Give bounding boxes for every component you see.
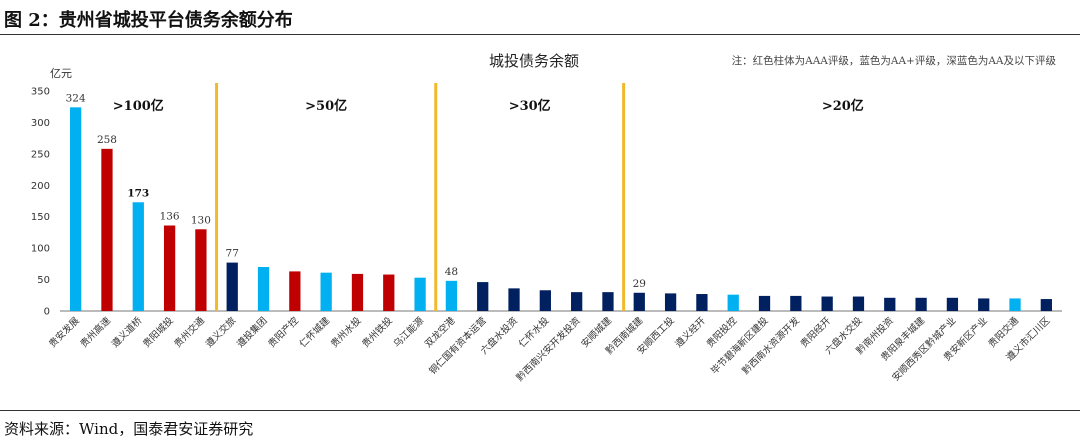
y-tick-label: 300 [31,118,50,129]
value-label: 136 [160,211,180,223]
bar [539,290,551,311]
bar [602,292,614,311]
chart-title: 城投债务余额 [489,52,579,70]
y-axis-unit: 亿元 [50,67,72,80]
category-label: 贵阳城投 [140,314,176,350]
bar [1009,298,1021,311]
category-label: 铜仁国有资本运营 [427,315,489,377]
value-label: 258 [97,134,117,146]
value-label: 48 [445,266,458,278]
bar [915,297,927,311]
group-label: >100亿 [113,98,164,114]
bar-series [70,107,1052,311]
bar [289,271,301,311]
bar [884,297,896,311]
y-tick-label: 50 [37,275,50,286]
group-labels: >100亿 >50亿 >30亿 >20亿 [113,98,864,114]
bar [132,202,144,311]
category-label: 贵州交通 [172,314,208,350]
bar [383,274,395,311]
bar [978,298,990,311]
category-label: 遵投集团 [234,315,269,350]
bar [351,273,364,311]
bar [195,229,207,311]
y-tick-label: 200 [31,181,50,192]
bar [226,262,238,311]
group-label: >50亿 [305,98,347,114]
figure-title: 图 2：贵州省城投平台债务余额分布 [4,10,293,31]
category-label: 遵义交旅 [203,314,239,350]
bar [320,272,332,311]
value-label: 77 [226,248,239,260]
bar [696,294,708,311]
bar [946,297,959,311]
value-label: 29 [633,278,646,290]
y-tick-label: 0 [44,307,50,318]
bar [633,292,645,311]
bar [821,296,833,311]
group-label: >30亿 [509,98,551,114]
bar [790,295,802,311]
category-label: 贵安发展 [46,314,82,350]
source-note: 资料来源：Wind，国泰君安证券研究 [4,420,254,438]
bar [1040,299,1052,311]
bar [664,293,677,311]
category-labels: 贵安发展贵州高速遵义道桥贵阳城投贵州交通遵义交旅遵投集团贵阳产控仁怀城建贵州水投… [46,314,1052,383]
category-label: 贵阳产控 [266,314,302,350]
value-label: 130 [191,214,211,226]
top-rule [0,34,1080,35]
chart-note: 注：红色柱体为AAA评级，蓝色为AA+评级，深蓝色为AA及以下评级 [732,54,1057,67]
bar [727,294,739,311]
value-label: 324 [66,92,86,104]
group-dividers [215,83,626,311]
y-axis: 0 50 100 150 200 250 300 350 [31,87,1062,318]
bar [445,280,458,311]
bar [257,267,270,311]
bar [477,282,489,311]
value-labels: 324 258 173 136 130 77 48 29 [66,92,646,289]
group-label: >20亿 [822,98,864,114]
y-tick-label: 150 [31,212,50,223]
category-label: 贵州水投 [328,314,364,350]
value-label: 173 [127,187,149,199]
bar [571,292,583,311]
bottom-rule [0,410,1080,411]
y-tick-label: 350 [31,87,50,98]
bar [852,296,865,311]
category-label: 毕节碧海新区建投 [708,314,771,377]
bar [508,288,520,311]
category-label: 遵义经开 [673,314,709,350]
category-label: 乌江能源 [391,314,427,350]
bar [163,225,176,311]
category-label: 仁怀城建 [297,314,333,350]
bar [70,107,82,311]
y-tick-label: 250 [31,149,50,160]
category-label: 遵义道桥 [109,314,145,350]
bar [414,277,426,311]
bar-chart: 城投债务余额 注：红色柱体为AAA评级，蓝色为AA+评级，深蓝色为AA及以下评级… [31,52,1062,384]
category-label: 黔西南水资源开发 [740,314,803,377]
category-label: 贵州高速 [78,314,114,350]
bar [758,295,771,311]
category-label: 贵州铁投 [360,314,396,350]
bar [101,148,113,311]
y-tick-label: 100 [31,244,50,255]
